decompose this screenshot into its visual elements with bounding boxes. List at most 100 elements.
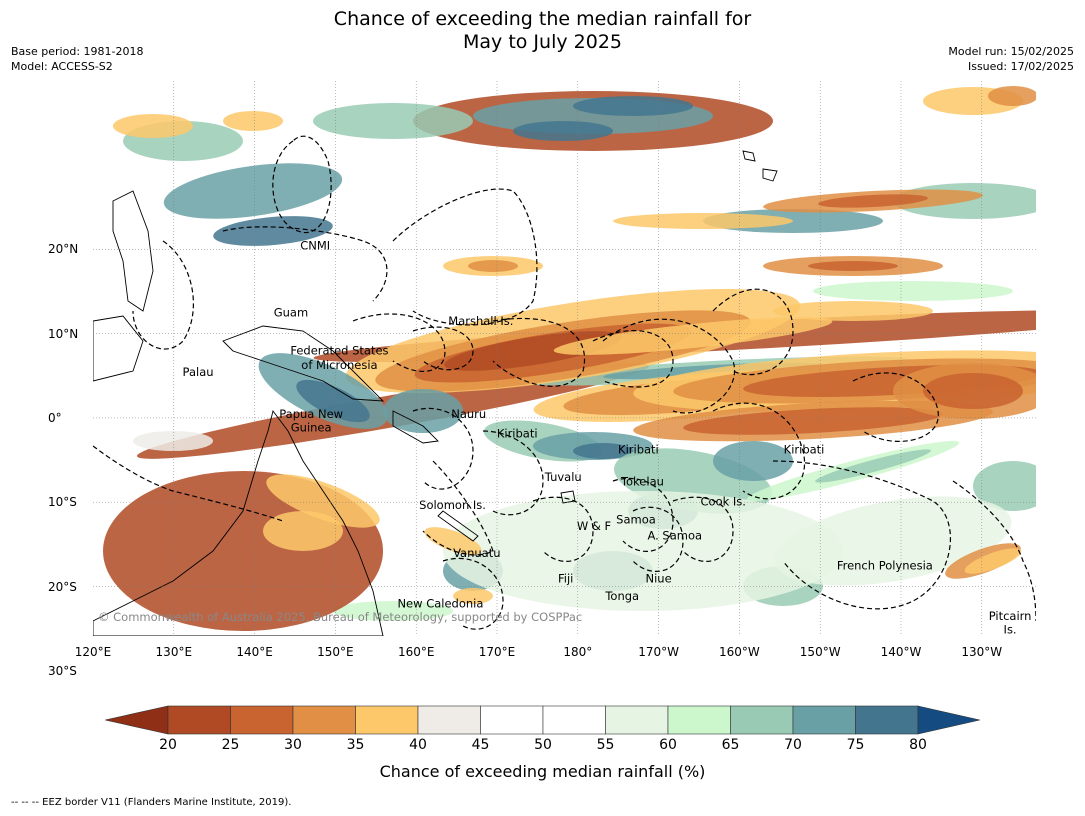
lon-tick-label: 150°W [799, 645, 841, 659]
region-label: Kiribati [784, 442, 825, 456]
eez-border-line [442, 557, 504, 630]
colorbar-tick-label: 55 [596, 737, 615, 753]
region-label: Federated States [290, 344, 388, 358]
lon-tick-label: 180° [563, 645, 593, 659]
colorbar-tick-label: 40 [409, 737, 427, 753]
region-label: Vanuatu [453, 546, 500, 560]
colorbar-tick-label: 80 [909, 737, 927, 753]
title-line-1: Chance of exceeding the median rainfall … [333, 8, 752, 30]
eez-border-line [592, 330, 674, 388]
lon-tick-label: 120°E [74, 645, 112, 659]
region-label: Nauru [451, 407, 486, 421]
colorbar-segment [292, 705, 356, 735]
colorbar-tick-label: 25 [221, 737, 240, 753]
colorbar-tick-label: 45 [471, 737, 490, 753]
region-label: Marshall Is. [448, 314, 513, 328]
coastline [112, 190, 154, 312]
colorbar-tick-label: 70 [784, 737, 802, 753]
colorbar-segment [355, 705, 419, 735]
landmasses [93, 150, 778, 636]
region-label: French Polynesia [837, 559, 933, 573]
colorbar-segment [605, 705, 669, 735]
eez-border-line [672, 496, 734, 562]
colorbar-segment [855, 705, 919, 735]
meta-left: Base period: 1981-2018 Model: ACCESS-S2 [11, 44, 143, 74]
lon-tick-label: 170°E [478, 645, 516, 659]
colorbar-tick-label: 75 [846, 737, 865, 753]
region-label: of Micronesia [301, 358, 377, 372]
rainfall-probability-fields [103, 86, 1036, 631]
colorbar-tick-label: 35 [346, 737, 365, 753]
model-name: Model: ACCESS-S2 [11, 60, 113, 73]
region-label: A. Samoa [647, 528, 702, 542]
colorbar-segment [480, 705, 544, 735]
model-run-date: Model run: 15/02/2025 [948, 45, 1074, 58]
region-label: Is. [1004, 623, 1017, 636]
colorbar-tick-label: 50 [534, 737, 552, 753]
lat-tick-label: 30°S [48, 663, 77, 678]
region-label: W & F [577, 519, 611, 533]
eez-border-line [392, 188, 538, 326]
eez-border-line [412, 326, 474, 371]
colorbar-segment [230, 705, 294, 735]
base-period: Base period: 1981-2018 [11, 45, 144, 58]
colorbar-label: Chance of exceeding median rainfall (%) [379, 762, 706, 781]
colorbar-segment [730, 705, 794, 735]
eez-border-line [482, 430, 544, 516]
eez-border-line [93, 445, 284, 522]
eez-border-line [632, 506, 684, 572]
coastline [392, 410, 439, 444]
eez-border-line [422, 460, 494, 556]
coastline [93, 315, 144, 382]
lat-tick-label: 10°N [48, 326, 79, 341]
issued-date: Issued: 17/02/2025 [967, 60, 1074, 73]
eez-border-line [532, 496, 594, 562]
graticule [93, 81, 1036, 636]
region-label: New Caledonia [397, 597, 483, 611]
region-label: Cook Is. [701, 495, 746, 509]
region-label: Palau [183, 365, 214, 379]
eez-borders [93, 135, 1036, 630]
eez-border-line [492, 317, 586, 387]
region-label: Tokelau [620, 474, 664, 488]
colorbar-segment [417, 705, 481, 735]
region-label: CNMI [300, 238, 330, 252]
eez-border-line [712, 402, 806, 500]
meta-right: Model run: 15/02/2025 Issued: 17/02/2025 [948, 44, 1074, 74]
lon-tick-label: 150°E [317, 645, 354, 659]
eez-footnote: -- -- -- EEZ border V11 (Flanders Marine… [11, 797, 292, 808]
colorbar-tick-label: 30 [284, 737, 302, 753]
region-label: Pitcairn [989, 609, 1032, 623]
eez-border-line [612, 477, 674, 552]
lat-tick-label: 20°S [48, 579, 77, 594]
colorbar-low-arrow [105, 705, 169, 735]
title-line-2: May to July 2025 [463, 31, 622, 53]
colorbar-segment [542, 705, 606, 735]
coastline [93, 409, 384, 636]
region-label: Tuvalu [544, 470, 582, 484]
eez-border-line [412, 407, 474, 490]
region-label: Samoa [616, 512, 656, 526]
lat-tick-label: 0° [48, 410, 62, 425]
eez-border-line [952, 480, 1036, 622]
lon-tick-label: 130°W [961, 645, 1003, 659]
region-label: Kiribati [618, 442, 659, 456]
coastline [437, 510, 479, 542]
colorbar-tick-label: 20 [159, 737, 177, 753]
eez-border-line [712, 288, 794, 376]
lon-tick-label: 170°W [638, 645, 679, 659]
eez-border-line [602, 318, 736, 414]
region-label: Guam [274, 306, 308, 320]
lon-tick-label: 130°E [155, 645, 193, 659]
map-title: Chance of exceeding the median rainfall … [0, 8, 1085, 54]
lon-tick-label: 160°E [397, 645, 435, 659]
colorbar-high-arrow [917, 705, 980, 735]
colorbar [105, 705, 980, 735]
region-label: Kiribati [497, 426, 538, 440]
colorbar-segment [792, 705, 856, 735]
eez-border-line [852, 372, 939, 442]
lat-tick-label: 10°S [48, 495, 77, 510]
coastline [222, 325, 385, 402]
lon-tick-label: 160°W [719, 645, 760, 659]
